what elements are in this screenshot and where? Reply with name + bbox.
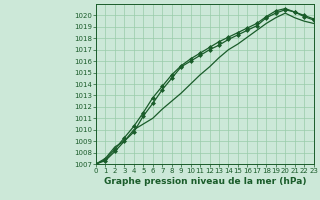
X-axis label: Graphe pression niveau de la mer (hPa): Graphe pression niveau de la mer (hPa) xyxy=(104,177,306,186)
